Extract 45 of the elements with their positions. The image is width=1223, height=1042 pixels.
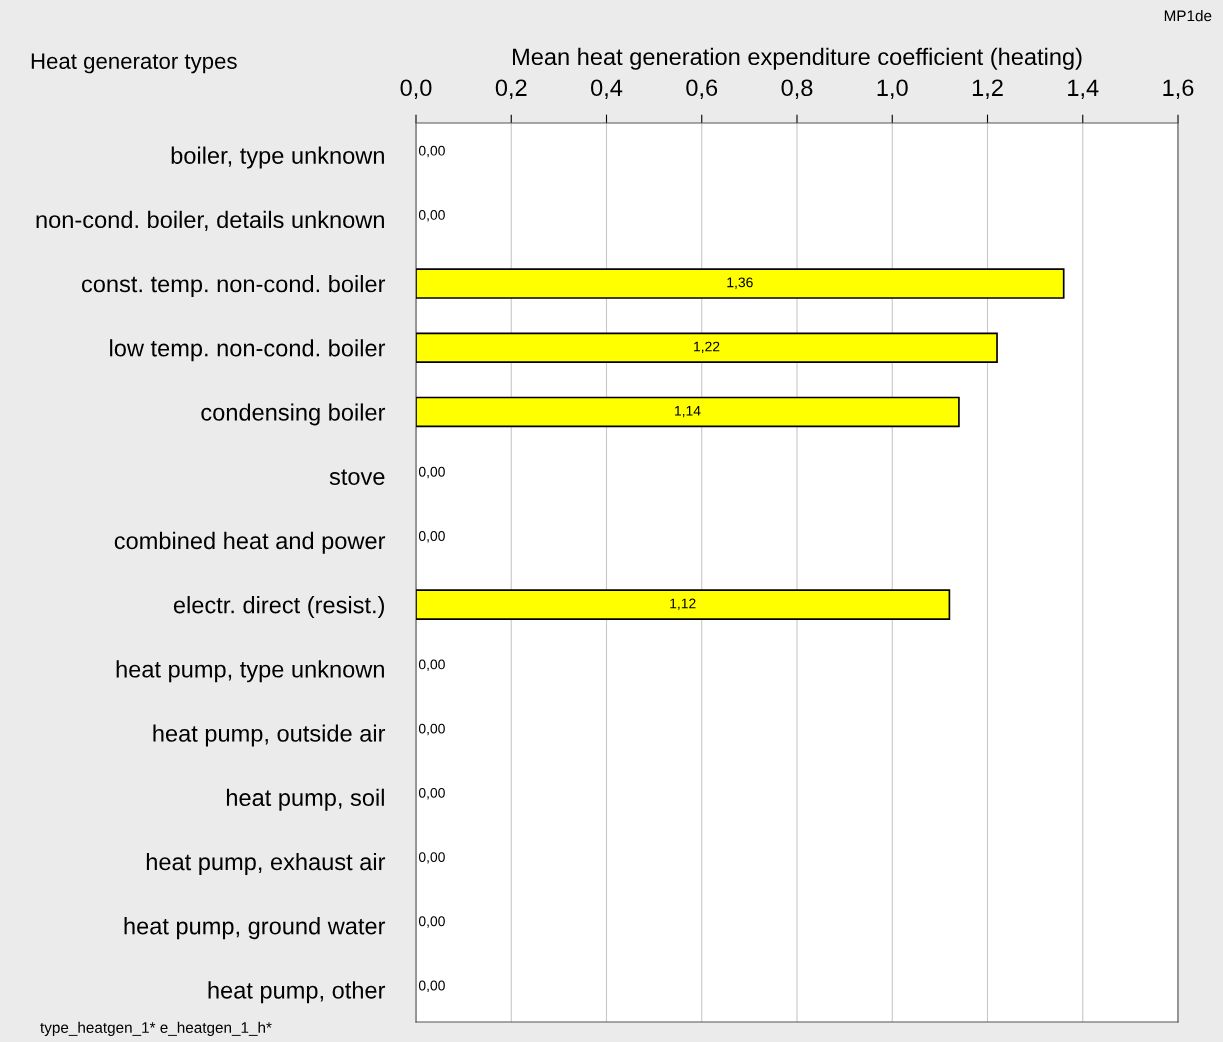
y-axis-title: Heat generator types (31, 53, 237, 74)
x-tick-label: 0,6 (686, 79, 718, 99)
x-tick-label: 0,0 (400, 79, 432, 99)
data-label: 0,00 (418, 466, 445, 479)
x-tick-label: 1,0 (877, 79, 908, 99)
y-tick-label: heat pump, type unknown (116, 660, 384, 683)
bar (416, 332, 998, 364)
y-tick-label: condensing boiler (201, 403, 386, 426)
data-label: 0,00 (418, 787, 445, 800)
data-label: 0,00 (418, 980, 445, 993)
x-tick-label: 0,8 (781, 79, 813, 99)
data-label: 1,14 (675, 406, 701, 418)
y-tick-label: heat pump, soil (226, 788, 384, 811)
y-tick-label: boiler, type unknown (171, 146, 384, 169)
x-tick-label: 1,2 (972, 79, 1003, 99)
bar (416, 268, 1065, 299)
text: MP1de (1164, 10, 1212, 22)
data-label: 0,00 (418, 210, 445, 222)
data-label: 0,00 (418, 723, 445, 736)
x-tick-label: 0,2 (495, 79, 527, 99)
data-label: 0,00 (418, 531, 445, 543)
y-tick-label: non-cond. boiler, details unknown (36, 210, 384, 231)
y-tick-label: electr. direct (resist.) (173, 596, 384, 619)
y-tick-label: heat pump, exhaust air (146, 852, 386, 875)
text: type_heatgen_1* e_heatgen_1_h* (40, 1021, 272, 1036)
data-label: 1,12 (670, 598, 696, 610)
y-tick-label: combined heat and power (114, 531, 386, 554)
x-tick-label: 0,4 (591, 79, 623, 99)
bar (416, 589, 951, 620)
x-tick-label: 1,4 (1068, 79, 1099, 99)
y-tick-label: const. temp. non-cond. boiler (81, 274, 386, 297)
data-label: 1,36 (727, 277, 753, 289)
y-tick-label: stove (329, 469, 385, 485)
data-label: 0,00 (418, 916, 445, 928)
y-tick-label: heat pump, ground water (124, 917, 386, 940)
y-tick-label: low temp. non-cond. boiler (110, 339, 386, 362)
data-label: 0,00 (418, 659, 445, 671)
x-axis-title: Mean heat generation expenditure coefficient (heating) (513, 47, 1082, 70)
x-tick-label: 1,6 (1163, 79, 1194, 99)
y-tick-label: heat pump, outside air (153, 724, 386, 747)
y-tick-label: heat pump, other (208, 981, 386, 1004)
data-label: 1,22 (694, 341, 720, 354)
data-label: 0,00 (418, 145, 445, 158)
data-label: 0,00 (418, 852, 445, 864)
bar (416, 396, 960, 428)
